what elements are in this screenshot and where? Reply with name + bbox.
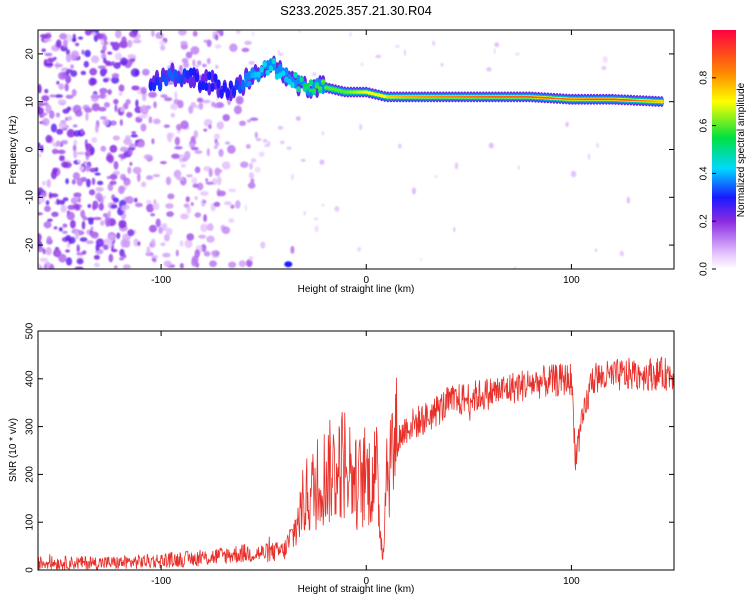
snr-x-tick-label: 0 — [363, 576, 369, 587]
snr-y-tick-label: 500 — [25, 322, 36, 339]
figure-title: S233.2025.357.21.30.R04 — [280, 3, 432, 18]
snr-y-tick-label: 100 — [25, 513, 36, 530]
snr-x-tick-label: 100 — [563, 576, 580, 587]
spectrogram-ridge — [148, 55, 664, 108]
snr-frame — [37, 330, 675, 571]
spectrogram-x-ticks: -100 0 100 — [151, 30, 580, 286]
snr-y-axis-title: SNR (10 * v/v) — [8, 418, 19, 482]
colorbar-ticks: 0.0 0.2 0.4 0.6 0.8 — [699, 70, 716, 276]
spectrogram-x-axis-title: Height of straight line (km) — [298, 284, 415, 295]
colorbar-tick-label: 0.0 — [699, 262, 710, 276]
spectrogram-y-tick-label: -10 — [25, 190, 36, 205]
colorbar-tick-label: 0.2 — [699, 214, 710, 228]
colorbar: 0.0 0.2 0.4 0.6 0.8 Normalized spectral ampl… — [699, 30, 747, 276]
spectrogram-noise-blobs — [38, 30, 631, 269]
snr-y-tick-label: 400 — [25, 370, 36, 387]
snr-x-axis-title: Height of straight line (km) — [298, 584, 415, 595]
snr-panel: -100 0 100 0 100 200 300 400 500 Height of stra… — [8, 322, 675, 595]
spectrogram-x-tick-label: 0 — [363, 275, 369, 286]
snr-y-tick-label: 200 — [25, 466, 36, 483]
colorbar-gradient — [712, 30, 736, 269]
snr-y-tick-label: 300 — [25, 418, 36, 435]
spectrogram-y-ticks: -20 -10 0 10 20 — [25, 48, 674, 252]
snr-y-ticks: 0 100 200 300 400 500 — [25, 322, 674, 573]
spectrogram-y-tick-label: 10 — [25, 96, 36, 108]
snr-series-line — [38, 356, 674, 570]
spectrogram-x-tick-label: 100 — [563, 275, 580, 286]
spectrogram-y-axis-title: Frequency (Hz) — [8, 116, 19, 185]
snr-x-tick-label: -100 — [151, 576, 171, 587]
snr-y-tick-label: 0 — [25, 567, 36, 573]
spectrogram-heatmap — [38, 30, 664, 269]
snr-x-ticks: -100 0 100 — [151, 331, 580, 587]
colorbar-label: Normalized spectral amplitude — [736, 82, 747, 217]
spectrogram-y-tick-label: 20 — [25, 48, 36, 60]
colorbar-tick-label: 0.4 — [699, 166, 710, 180]
spectrogram-x-tick-label: -100 — [151, 275, 171, 286]
spectrogram-y-tick-label: 0 — [25, 146, 36, 152]
colorbar-tick-label: 0.6 — [699, 118, 710, 132]
spectrogram-y-tick-label: -20 — [25, 237, 36, 252]
colorbar-tick-label: 0.8 — [699, 70, 710, 84]
